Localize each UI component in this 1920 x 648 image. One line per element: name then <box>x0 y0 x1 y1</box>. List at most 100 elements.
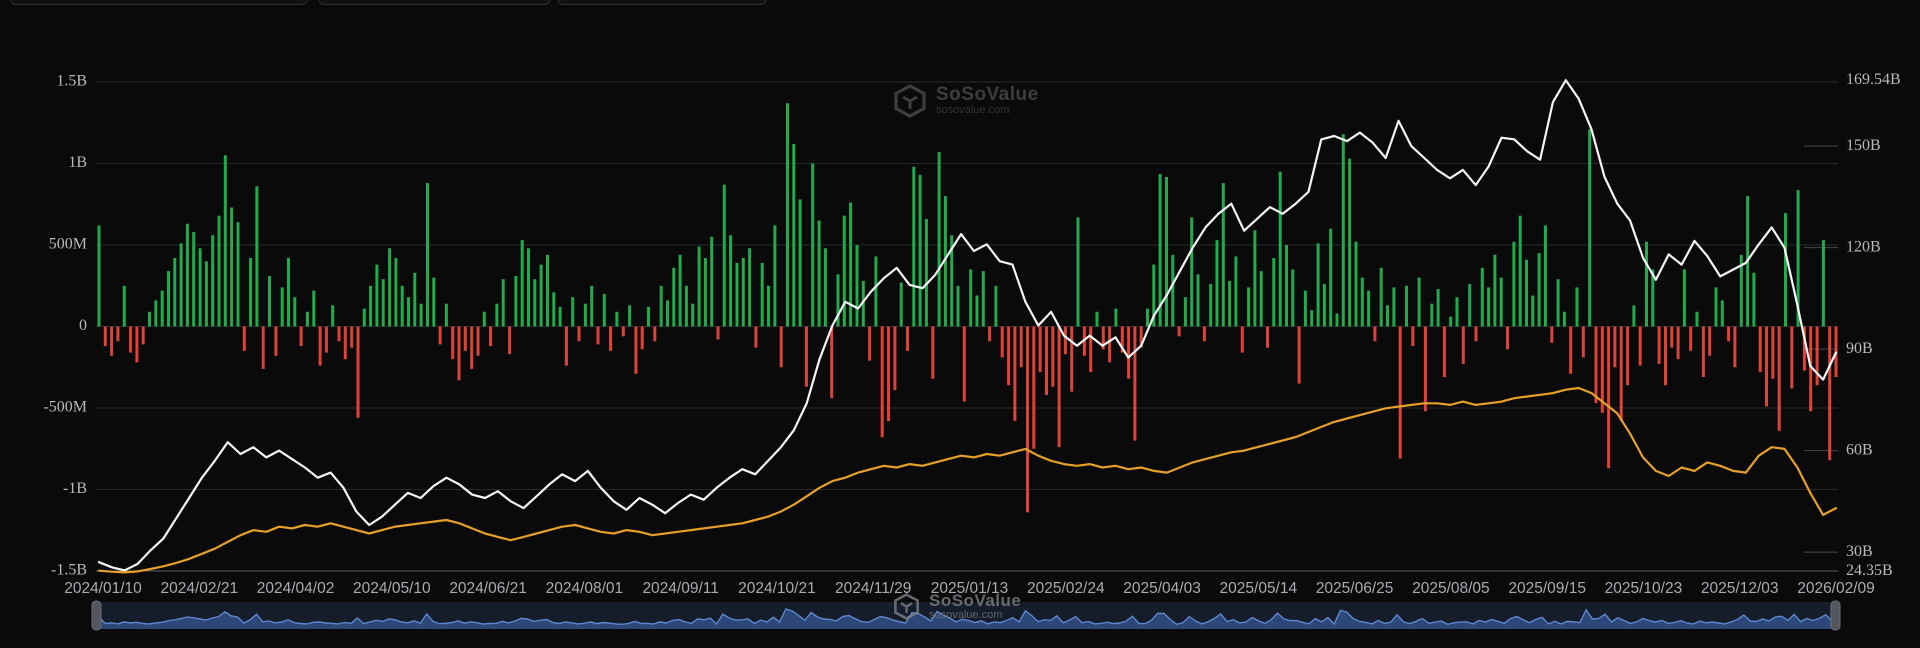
inflow-bar[interactable] <box>527 248 530 327</box>
inflow-bar[interactable] <box>1531 295 1535 327</box>
inflow-bar[interactable] <box>1209 284 1213 327</box>
inflow-bar[interactable] <box>678 254 682 327</box>
inflow-bar[interactable] <box>1329 228 1333 327</box>
inflow-bar[interactable] <box>287 258 290 327</box>
inflow-bar[interactable] <box>394 258 398 327</box>
outflow-bar[interactable] <box>274 326 278 356</box>
inflow-bar[interactable] <box>122 285 126 327</box>
outflow-bar[interactable] <box>1051 326 1055 387</box>
inflow-bar[interactable] <box>426 183 429 327</box>
inflow-bar[interactable] <box>1455 297 1459 327</box>
inflow-bar[interactable] <box>546 254 549 327</box>
inflow-bar[interactable] <box>697 246 701 327</box>
inflow-bar[interactable] <box>874 256 878 327</box>
inflow-bar[interactable] <box>1285 245 1288 327</box>
inflow-bar[interactable] <box>583 303 587 327</box>
inflow-bar[interactable] <box>1190 217 1194 327</box>
inflow-bar[interactable] <box>590 285 594 327</box>
inflow-bar[interactable] <box>1360 277 1364 327</box>
inflow-bar[interactable] <box>160 290 164 327</box>
outflow-bar[interactable] <box>470 326 474 369</box>
inflow-bar[interactable] <box>1392 287 1396 327</box>
inflow-bar[interactable] <box>1752 272 1756 327</box>
inflow-bar[interactable] <box>943 196 947 327</box>
inflow-bar[interactable] <box>1310 310 1314 327</box>
inflow-bar[interactable] <box>729 235 733 327</box>
outflow-bar[interactable] <box>1670 326 1674 348</box>
outflow-bar[interactable] <box>1398 326 1402 459</box>
outflow-bar[interactable] <box>1815 326 1819 386</box>
outflow-bar[interactable] <box>653 326 657 342</box>
inflow-bar[interactable] <box>1449 316 1453 327</box>
inflow-bar[interactable] <box>167 271 170 327</box>
inflow-bar[interactable] <box>741 258 745 327</box>
outflow-bar[interactable] <box>1373 326 1377 342</box>
inflow-bar[interactable] <box>1556 279 1560 327</box>
outflow-bar[interactable] <box>476 326 480 356</box>
outflow-bar[interactable] <box>1581 326 1585 358</box>
outflow-bar[interactable] <box>1133 326 1137 441</box>
inflow-bar[interactable] <box>1518 215 1522 327</box>
outflow-bar[interactable] <box>577 326 581 342</box>
inflow-bar[interactable] <box>924 218 928 327</box>
inflow-bar[interactable] <box>154 300 158 327</box>
outflow-bar[interactable] <box>1101 326 1105 350</box>
inflow-bar[interactable] <box>1335 313 1339 327</box>
outflow-bar[interactable] <box>716 326 720 340</box>
outflow-bar[interactable] <box>1701 326 1705 378</box>
inflow-bar[interactable] <box>760 262 764 327</box>
inflow-bar[interactable] <box>994 285 998 327</box>
outflow-bar[interactable] <box>1664 326 1667 386</box>
inflow-bar[interactable] <box>691 303 695 327</box>
outflow-bar[interactable] <box>1007 326 1011 386</box>
outflow-bar[interactable] <box>457 326 461 381</box>
inflow-bar[interactable] <box>950 235 954 327</box>
outflow-bar[interactable] <box>962 326 966 402</box>
outflow-bar[interactable] <box>1613 326 1617 368</box>
inflow-bar[interactable] <box>501 279 505 327</box>
outflow-bar[interactable] <box>1550 326 1554 343</box>
navigator-right-handle[interactable] <box>1830 600 1841 631</box>
inflow-bar[interactable] <box>1114 308 1118 327</box>
outflow-bar[interactable] <box>438 326 442 345</box>
outflow-bar[interactable] <box>779 326 783 368</box>
outflow-bar[interactable] <box>1000 326 1004 358</box>
inflow-bar[interactable] <box>1183 297 1187 327</box>
outflow-bar[interactable] <box>1626 326 1630 386</box>
inflow-bar[interactable] <box>400 285 404 327</box>
inflow-bar[interactable] <box>1354 241 1358 327</box>
inflow-bar[interactable] <box>1543 225 1547 327</box>
outflow-bar[interactable] <box>1569 326 1573 374</box>
inflow-bar[interactable] <box>811 163 815 327</box>
outflow-bar[interactable] <box>1139 326 1143 348</box>
outflow-bar[interactable] <box>350 326 354 348</box>
inflow-bar[interactable] <box>1247 287 1251 327</box>
inflow-bar[interactable] <box>1430 303 1434 327</box>
inflow-bar[interactable] <box>969 269 973 327</box>
inflow-bar[interactable] <box>1651 269 1655 327</box>
outflow-bar[interactable] <box>1506 326 1509 350</box>
inflow-bar[interactable] <box>1165 177 1168 327</box>
inflow-bar[interactable] <box>1784 213 1787 327</box>
outflow-bar[interactable] <box>299 326 303 347</box>
inflow-bar[interactable] <box>861 280 865 327</box>
inflow-bar[interactable] <box>1386 305 1389 327</box>
outflow-bar[interactable] <box>141 326 145 345</box>
inflow-bar[interactable] <box>312 290 316 327</box>
inflow-bar[interactable] <box>1739 254 1743 327</box>
inflow-bar[interactable] <box>817 220 821 327</box>
inflow-bar[interactable] <box>558 306 562 327</box>
inflow-bar[interactable] <box>1171 254 1175 327</box>
inflow-bar[interactable] <box>444 303 448 327</box>
inflow-bar[interactable] <box>615 311 619 327</box>
inflow-bar[interactable] <box>1499 277 1503 327</box>
outflow-bar[interactable] <box>1765 326 1768 407</box>
inflow-bar[interactable] <box>1695 311 1699 327</box>
inflow-bar[interactable] <box>1196 274 1200 327</box>
inflow-bar[interactable] <box>148 311 151 327</box>
inflow-bar[interactable] <box>672 267 676 327</box>
inflow-bar[interactable] <box>223 155 227 327</box>
outflow-bar[interactable] <box>1708 326 1712 356</box>
inflow-bar[interactable] <box>268 276 271 327</box>
inflow-bar[interactable] <box>722 184 726 327</box>
